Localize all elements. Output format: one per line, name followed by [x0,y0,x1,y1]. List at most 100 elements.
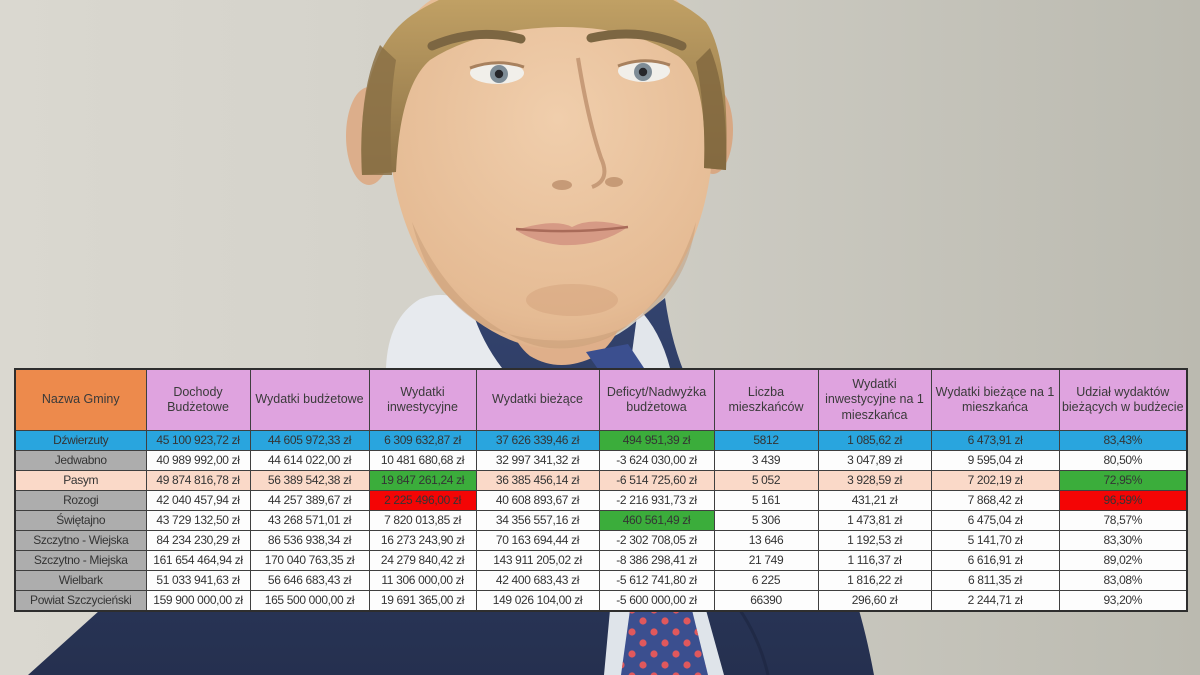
value-cell: 460 561,49 zł [598,510,715,531]
table-row: Rozogi 42 040 457,94 zł 44 257 389,67 zł 2 … [14,490,1188,511]
table-header: Nazwa Gminy Dochody Budżetowe Wydatki budż… [14,368,1188,431]
column-header: Nazwa Gminy [14,368,147,431]
value-cell: 24 279 840,42 zł [368,550,477,571]
column-header: Wydatki inwestycyjne na 1 mieszkańca [817,368,932,431]
value-cell: -6 514 725,60 zł [598,470,715,491]
column-header: Wydatki bieżące na 1 mieszkańca [930,368,1060,431]
gmina-name-cell: Rozogi [14,490,147,511]
left-eyebrow [586,29,687,51]
value-cell: -3 624 030,00 zł [598,450,715,471]
nostril [552,180,572,190]
tie-dots-pattern [621,610,708,675]
value-cell: 43 729 132,50 zł [145,510,251,531]
value-cell: 10 481 680,68 zł [368,450,477,471]
column-header: Wydatki budżetowe [249,368,370,431]
value-cell: 40 608 893,67 zł [475,490,600,511]
nostril [605,177,623,187]
value-cell: 83,30% [1058,530,1188,551]
value-cell: 11 306 000,00 zł [368,570,477,591]
value-cell: 83,43% [1058,430,1188,451]
value-cell: 32 997 341,32 zł [475,450,600,471]
value-cell: -2 216 931,73 zł [598,490,715,511]
value-cell: 49 874 816,78 zł [145,470,251,491]
lips [516,221,628,246]
value-cell: 93,20% [1058,590,1188,612]
left-eyelid [617,59,671,68]
mouth-line [515,225,629,233]
value-cell: 44 614 022,00 zł [249,450,370,471]
right-pupil [494,69,504,79]
value-cell: 80,50% [1058,450,1188,471]
value-cell: 7 868,42 zł [930,490,1060,511]
shirt-collar-right [630,308,670,368]
column-header: Deficyt/Nadwyżka budżetowa [598,368,715,431]
value-cell: 72,95% [1058,470,1188,491]
value-cell: 1 192,53 zł [817,530,932,551]
sideburn-right [361,45,396,175]
value-cell: 2 225 496,00 zł [368,490,477,511]
column-header: Liczba mieszkańców [713,368,819,431]
nose [576,57,607,189]
value-cell: 431,21 zł [817,490,932,511]
value-cell: -2 302 708,05 zł [598,530,715,551]
value-cell: 6 225 [713,570,819,591]
value-cell: 6 475,04 zł [930,510,1060,531]
value-cell: 16 273 243,90 zł [368,530,477,551]
value-cell: 7 202,19 zł [930,470,1060,491]
value-cell: 86 536 938,34 zł [249,530,370,551]
value-cell: 5 141,70 zł [930,530,1060,551]
value-cell: 51 033 941,63 zł [145,570,251,591]
value-cell: 1 473,81 zł [817,510,932,531]
sideburn-left [696,48,727,170]
gmina-name-cell: Dźwierzuty [14,430,147,451]
gmina-name-cell: Jedwabno [14,450,147,471]
value-cell: 43 268 571,01 zł [249,510,370,531]
value-cell: 66390 [713,590,819,612]
hair [361,0,727,175]
value-cell: 5 306 [713,510,819,531]
value-cell: 7 820 013,85 zł [368,510,477,531]
value-cell: -5 600 000,00 zł [598,590,715,612]
header-row: Nazwa Gminy Dochody Budżetowe Wydatki budż… [14,368,1188,431]
value-cell: 19 691 365,00 zł [368,590,477,612]
left-pupil [638,67,648,77]
gmina-name-cell: Wielbark [14,570,147,591]
table-row: Dźwierzuty 45 100 923,72 zł 44 605 972,33 … [14,430,1188,451]
value-cell: 1 816,22 zł [817,570,932,591]
value-cell: 5812 [713,430,819,451]
value-cell: 83,08% [1058,570,1188,591]
column-header: Dochody Budżetowe [145,368,251,431]
table-row: Jedwabno 40 989 992,00 zł 44 614 022,00 zł… [14,450,1188,471]
budget-table: Nazwa Gminy Dochody Budżetowe Wydatki budż… [14,368,1188,612]
value-cell: 45 100 923,72 zł [145,430,251,451]
value-cell: 78,57% [1058,510,1188,531]
value-cell: 19 847 261,24 zł [368,470,477,491]
value-cell: 13 646 [713,530,819,551]
face [387,0,715,350]
value-cell: 5 052 [713,470,819,491]
right-eyebrow [427,29,526,51]
value-cell: 36 385 456,14 zł [475,470,600,491]
value-cell: 56 646 683,43 zł [249,570,370,591]
value-cell: 6 811,35 zł [930,570,1060,591]
value-cell: 40 989 992,00 zł [145,450,251,471]
tie-knot [586,344,644,372]
value-cell: 2 244,71 zł [930,590,1060,612]
value-cell: 6 309 632,87 zł [368,430,477,451]
value-cell: 143 911 205,02 zł [475,550,600,571]
lapel-line [738,609,770,675]
value-cell: 56 389 542,38 zł [249,470,370,491]
table-row: Powiat Szczycieński 159 900 000,00 zł 165 … [14,590,1188,612]
value-cell: 44 605 972,33 zł [249,430,370,451]
value-cell: 296,60 zł [817,590,932,612]
value-cell: 3 928,59 zł [817,470,932,491]
gmina-name-cell: Szczytno - Miejska [14,550,147,571]
value-cell: 159 900 000,00 zł [145,590,251,612]
gmina-name-cell: Pasym [14,470,147,491]
value-cell: 494 951,39 zł [598,430,715,451]
value-cell: 6 473,91 zł [930,430,1060,451]
column-header: Wydatki inwestycyjne [368,368,477,431]
value-cell: 37 626 339,46 zł [475,430,600,451]
right-eyelid [469,61,525,70]
